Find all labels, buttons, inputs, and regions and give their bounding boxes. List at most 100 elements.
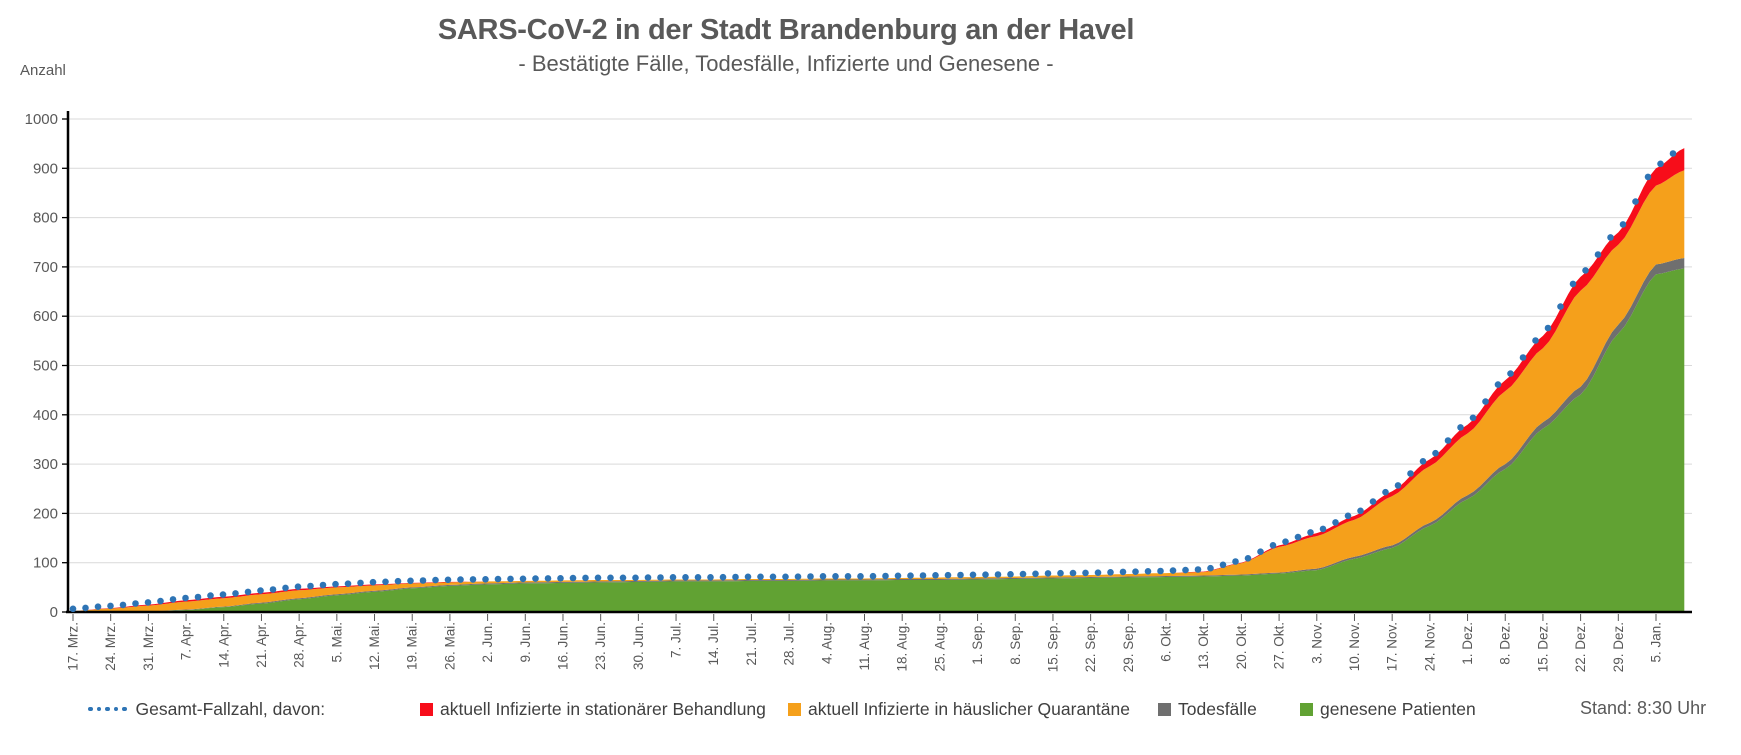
legend-label-hospital: aktuell Infizierte in stationärer Behand…: [440, 698, 766, 719]
legend-item-recovered: genesene Patienten: [1300, 694, 1476, 724]
x-axis-tick-label: 22. Dez.: [1573, 622, 1588, 672]
total-line-dot: [932, 572, 939, 579]
total-line-dot: [394, 577, 402, 585]
total-line-dot: [582, 574, 589, 582]
total-line-dot: [857, 573, 864, 580]
legend-item-total: Gesamt-Fallzahl, davon:: [88, 694, 325, 724]
total-line-dot: [107, 602, 114, 610]
x-axis-tick-label: 17. Nov.: [1385, 622, 1400, 671]
y-axis-tick-label: 700: [33, 259, 58, 276]
x-axis-tick-label: 18. Aug.: [895, 622, 910, 672]
x-axis-tick-label: 22. Sep.: [1083, 622, 1098, 672]
total-line-dot: [1132, 568, 1139, 575]
total-line-dot: [1182, 566, 1189, 574]
total-line-dot: [1069, 569, 1077, 577]
total-line-dot: [232, 590, 239, 597]
total-line-dot: [794, 573, 802, 580]
total-line-dot: [919, 572, 927, 579]
total-line-dot: [1657, 160, 1664, 168]
total-line-dot: [1157, 567, 1164, 575]
total-line-dot: [507, 575, 514, 583]
x-axis-tick-label: 26. Mai.: [442, 622, 457, 670]
total-dotted-line: [69, 150, 1677, 613]
y-axis-tick-label: 800: [33, 210, 58, 227]
total-line-dot: [1219, 561, 1227, 569]
total-line-dot: [1607, 234, 1614, 241]
x-axis-tick-label: 13. Okt.: [1196, 622, 1211, 669]
total-line-dot: [1032, 570, 1039, 578]
y-axis-tick-label: 500: [33, 358, 58, 375]
total-line-dot: [994, 571, 1002, 578]
x-axis-tick-label: 21. Apr.: [254, 622, 269, 668]
x-axis-tick-label: 30. Jun.: [631, 622, 646, 670]
area-recovered: [73, 268, 1685, 612]
total-line-dot: [1357, 507, 1364, 515]
total-line-dot: [269, 586, 277, 593]
total-line-dot: [1269, 542, 1277, 549]
gray-square-icon: [1158, 702, 1171, 716]
total-line-dot: [1532, 337, 1539, 344]
total-line-dot: [1232, 558, 1239, 565]
total-line-dot: [1307, 529, 1314, 536]
x-axis-tick-label: 5. Jan.: [1649, 622, 1664, 663]
total-line-dot: [244, 588, 252, 596]
total-line-dot: [1244, 555, 1252, 562]
gridlines: [68, 118, 1692, 564]
y-axis-tick-label: 1000: [25, 111, 58, 128]
total-line-dot: [944, 571, 952, 579]
x-axis-tick-label: 10. Nov.: [1347, 622, 1362, 671]
green-square-icon: [1300, 702, 1313, 716]
total-line-dot: [1457, 424, 1464, 431]
total-line-dot: [319, 581, 327, 589]
total-line-dot: [332, 580, 339, 588]
total-line-dot: [169, 596, 177, 603]
total-line-dot: [594, 574, 602, 582]
total-line-dot: [669, 574, 677, 581]
chart-title: SARS-CoV-2 in der Stadt Brandenburg an d…: [437, 14, 1135, 46]
total-line-dot: [1382, 488, 1389, 496]
total-line-dot: [457, 576, 464, 583]
total-line-dot: [1094, 569, 1102, 576]
total-line-dot: [832, 573, 839, 580]
total-line-dot: [1494, 381, 1502, 388]
legend-item-quarantine: aktuell Infizierte in häuslicher Quarant…: [788, 694, 1130, 724]
total-line-dot: [1169, 567, 1177, 574]
legend-label-recovered: genesene Patienten: [1320, 698, 1476, 719]
x-axis-tick-label: 21. Jul.: [744, 622, 759, 666]
total-line-dot: [294, 583, 302, 590]
total-line-dot: [569, 574, 577, 582]
legend-item-deaths: Todesfälle: [1158, 694, 1257, 724]
total-line-dot: [382, 578, 389, 586]
total-line-dot: [257, 587, 264, 594]
y-axis-tick-label: 100: [33, 555, 58, 572]
total-line-dot: [732, 573, 739, 581]
total-line-dot: [1369, 498, 1377, 505]
x-axis-tick-label: 11. Aug.: [857, 622, 872, 671]
total-line-dot: [1507, 370, 1514, 377]
x-tick-labels: 17. Mrz. 24. Mrz. 31. Mrz. 7. Apr. 14. Apr. 2…: [66, 622, 1664, 672]
y-tick-labels: 0 100 200 300 400 500 600 700 800 900 1000: [25, 111, 58, 621]
x-axis-tick-label: 29. Dez.: [1611, 622, 1626, 672]
total-line-dot: [1669, 150, 1677, 157]
total-line-dot: [157, 597, 164, 605]
x-axis-tick-label: 15. Sep.: [1045, 622, 1060, 672]
x-axis-tick-label: 28. Apr.: [292, 622, 307, 668]
total-line-dot: [869, 572, 877, 580]
total-line-dot: [1419, 458, 1427, 465]
total-line-dot: [1482, 398, 1489, 405]
total-line-dot: [1632, 198, 1639, 205]
x-axis-tick-label: 1. Sep.: [970, 622, 985, 665]
total-line-dot: [1569, 280, 1577, 288]
total-line-dot: [69, 605, 77, 613]
total-line-dot: [969, 571, 977, 579]
total-line-dot: [1057, 569, 1064, 577]
total-line-dot: [894, 572, 902, 580]
total-line-dot: [1644, 173, 1652, 181]
y-axis-title: Anzahl: [20, 62, 66, 79]
total-line-dot: [1432, 449, 1439, 457]
total-line-dot: [1557, 303, 1564, 310]
total-line-dot: [1294, 533, 1302, 541]
total-line-dot: [1007, 571, 1014, 578]
legend-label-quarantine: aktuell Infizierte in häuslicher Quarant…: [808, 698, 1130, 719]
